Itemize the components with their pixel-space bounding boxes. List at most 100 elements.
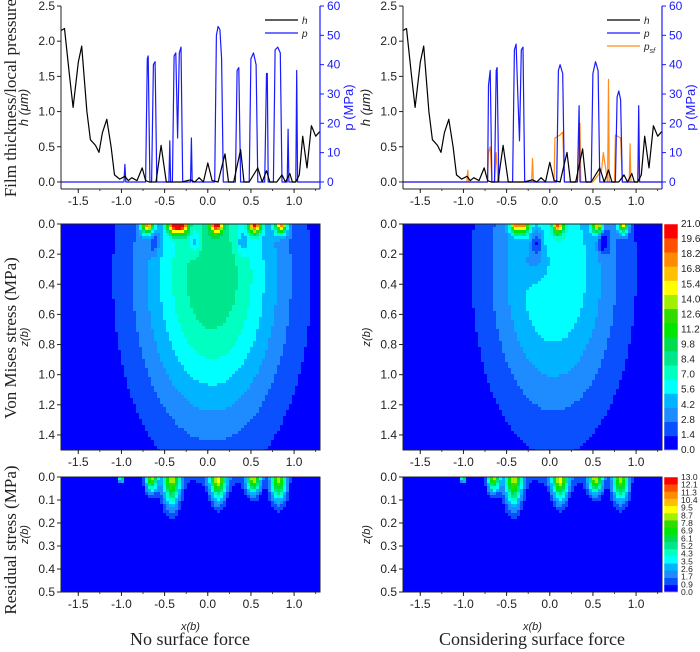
contour-cell: [217, 251, 221, 255]
contour-cell: [118, 227, 122, 231]
contour-cell: [73, 380, 77, 384]
contour-cell: [82, 260, 86, 264]
contour-cell: [124, 350, 128, 354]
contour-cell: [199, 230, 203, 234]
contour-cell: [205, 227, 209, 231]
contour-cell: [229, 278, 233, 282]
contour-cell: [136, 389, 140, 393]
contour-cell: [94, 293, 98, 297]
contour-cell: [214, 236, 218, 240]
contour-cell: [79, 278, 83, 282]
x-tick-label: 0.0: [541, 194, 558, 208]
contour-cell: [100, 227, 104, 231]
contour-cell: [223, 236, 227, 240]
contour-cell: [283, 389, 287, 393]
contour-cell: [106, 308, 110, 312]
contour-cell: [61, 332, 65, 336]
contour-cell: [97, 245, 101, 249]
contour-cell: [76, 233, 80, 237]
contour-cell: [70, 281, 74, 285]
contour-cell: [226, 356, 230, 360]
contour-cell: [280, 239, 284, 243]
contour-cell: [244, 266, 248, 270]
contour-cell: [142, 305, 146, 309]
contour-cell: [181, 230, 185, 234]
contour-cell: [253, 335, 257, 339]
contour-cell: [286, 260, 290, 264]
contour-cell: [277, 368, 281, 372]
contour-cell: [112, 260, 116, 264]
contour-cell: [172, 302, 176, 306]
contour-cell: [76, 350, 80, 354]
contour-cell: [262, 386, 266, 390]
contour-cell: [193, 242, 197, 246]
contour-cell: [82, 338, 86, 342]
contour-cell: [166, 290, 170, 294]
contour-cell: [187, 278, 191, 282]
contour-cell: [64, 284, 68, 288]
contour-cell: [64, 236, 68, 240]
contour-cell: [304, 335, 308, 339]
contour-cell: [313, 302, 317, 306]
contour-cell: [280, 326, 284, 330]
contour-cell: [217, 329, 221, 333]
contour-cell: [304, 275, 308, 279]
contour-cell: [313, 308, 317, 312]
contour-cell: [145, 323, 149, 327]
contour-cell: [241, 275, 245, 279]
contour-cell: [88, 353, 92, 357]
contour-cell: [262, 257, 266, 261]
contour-cell: [229, 368, 233, 372]
contour-cell: [241, 314, 245, 318]
contour-cell: [79, 329, 83, 333]
contour-cell: [94, 389, 98, 393]
contour-cell: [79, 248, 83, 252]
contour-cell: [85, 308, 89, 312]
contour-cell: [256, 380, 260, 384]
contour-cell: [205, 383, 209, 387]
contour-cell: [136, 341, 140, 345]
contour-cell: [265, 284, 269, 288]
contour-cell: [130, 365, 134, 369]
contour-cell: [154, 230, 158, 234]
contour-cell: [118, 239, 122, 243]
contour-cell: [85, 284, 89, 288]
contour-cell: [250, 227, 254, 231]
contour-cell: [247, 260, 251, 264]
contour-cell: [217, 347, 221, 351]
contour-cell: [271, 272, 275, 276]
contour-cell: [130, 305, 134, 309]
contour-cell: [172, 266, 176, 270]
contour-cell: [109, 344, 113, 348]
contour-cell: [193, 260, 197, 264]
contour-cell: [214, 341, 218, 345]
contour-cell: [100, 242, 104, 246]
contour-cell: [103, 362, 107, 366]
contour-cell: [244, 248, 248, 252]
contour-cell: [70, 314, 74, 318]
contour-cell: [298, 383, 302, 387]
contour-cell: [292, 389, 296, 393]
contour-cell: [127, 281, 131, 285]
contour-cell: [271, 314, 275, 318]
contour-cell: [298, 287, 302, 291]
contour-cell: [250, 377, 254, 381]
contour-cell: [214, 338, 218, 342]
contour-cell: [127, 266, 131, 270]
contour-cell: [265, 302, 269, 306]
contour-cell: [250, 302, 254, 306]
contour-cell: [166, 272, 170, 276]
contour-cell: [208, 248, 212, 252]
contour-cell: [277, 389, 281, 393]
contour-cell: [214, 245, 218, 249]
contour-cell: [202, 239, 206, 243]
contour-cell: [70, 284, 74, 288]
contour-cell: [220, 377, 224, 381]
contour-cell: [139, 269, 143, 273]
contour-cell: [241, 233, 245, 237]
contour-cell: [148, 347, 152, 351]
contour-cell: [124, 245, 128, 249]
contour-cell: [214, 224, 218, 228]
contour-cell: [259, 368, 263, 372]
contour-cell: [286, 245, 290, 249]
